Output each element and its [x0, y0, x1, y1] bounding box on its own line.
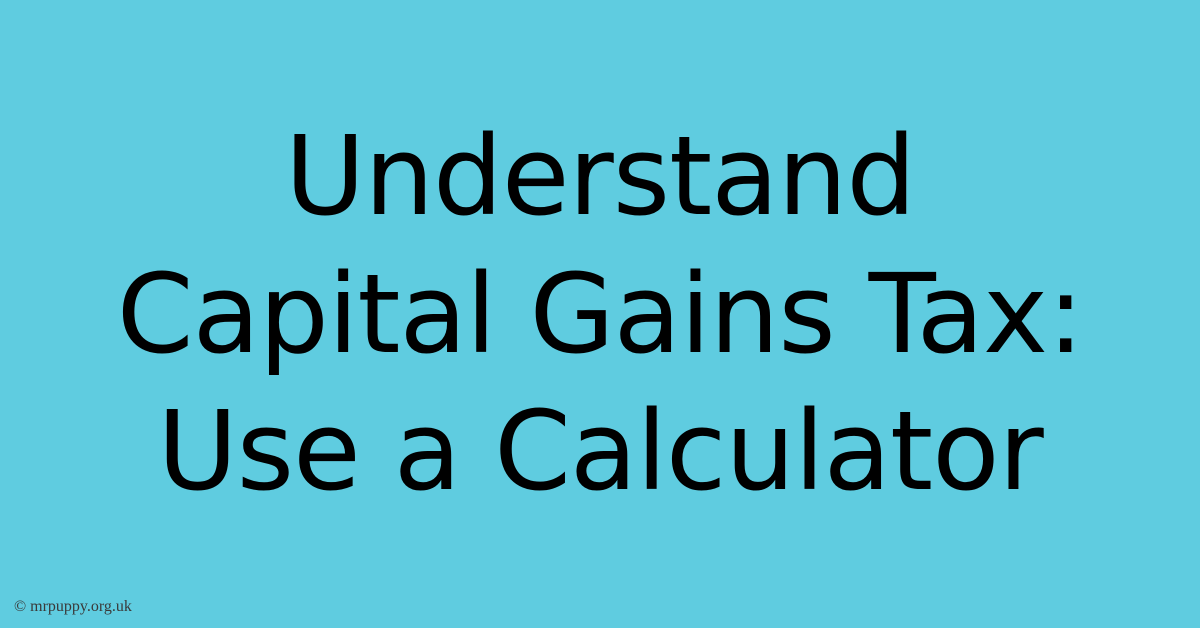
headline-line-2: Capital Gains Tax:	[117, 249, 1083, 377]
headline-line-3: Use a Calculator	[157, 387, 1042, 515]
attribution-text: © mrpuppy.org.uk	[14, 598, 132, 616]
headline: Understand Capital Gains Tax: Use a Calc…	[0, 108, 1200, 521]
headline-line-1: Understand	[285, 112, 915, 240]
